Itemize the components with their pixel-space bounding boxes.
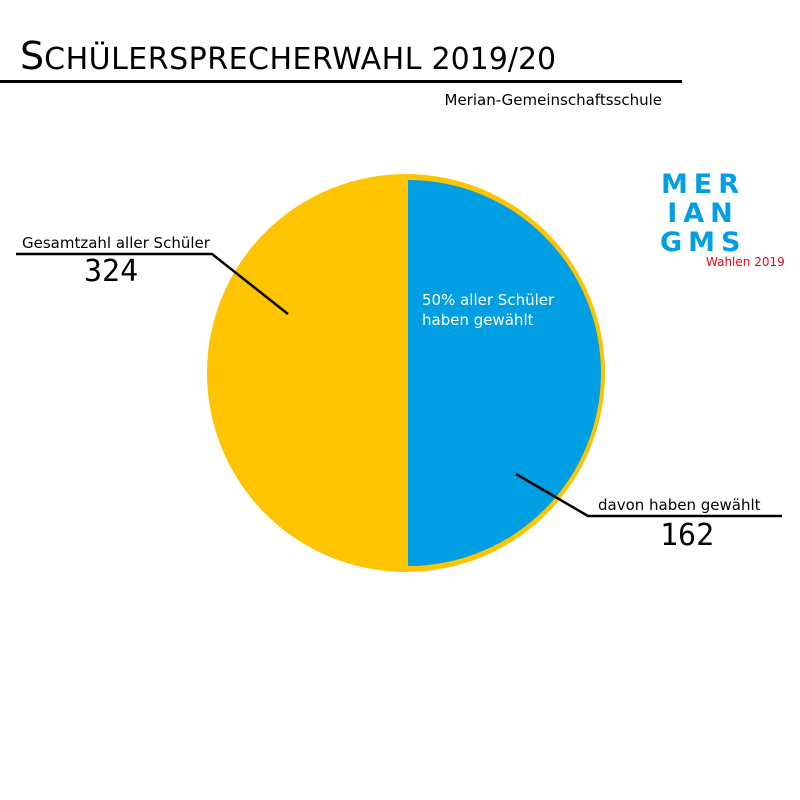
- school-name: Merian-Gemeinschaftsschule: [444, 91, 662, 109]
- logo-line-3: GMS: [660, 227, 747, 258]
- logo-line-2: IAN: [667, 198, 739, 229]
- voted-label: davon haben gewählt: [598, 496, 761, 514]
- title-word: CHÜLERSPRECHERWAHL: [44, 42, 422, 77]
- merian-gms-logo: MER IAN GMS: [660, 170, 790, 257]
- page-title: SCHÜLERSPRECHERWAHL 2019/20: [20, 36, 556, 80]
- logo-line-1: MER: [660, 169, 746, 200]
- title-first-letter: S: [20, 34, 45, 78]
- share-label-line-2: haben gewählt: [422, 311, 534, 329]
- title-underline: [0, 80, 682, 83]
- total-label: Gesamtzahl aller Schüler: [22, 234, 210, 252]
- share-label: 50% aller Schüler haben gewählt: [422, 290, 592, 330]
- pie-slice-voted: [408, 180, 601, 566]
- voted-value: 162: [660, 518, 715, 553]
- title-year: 2019/20: [431, 42, 557, 77]
- leader-line-voted: [515, 472, 782, 518]
- share-label-line-1: 50% aller Schüler: [422, 291, 555, 309]
- total-value: 324: [84, 254, 139, 289]
- logo-caption: Wahlen 2019: [706, 255, 785, 269]
- leader-line-total: [16, 252, 289, 315]
